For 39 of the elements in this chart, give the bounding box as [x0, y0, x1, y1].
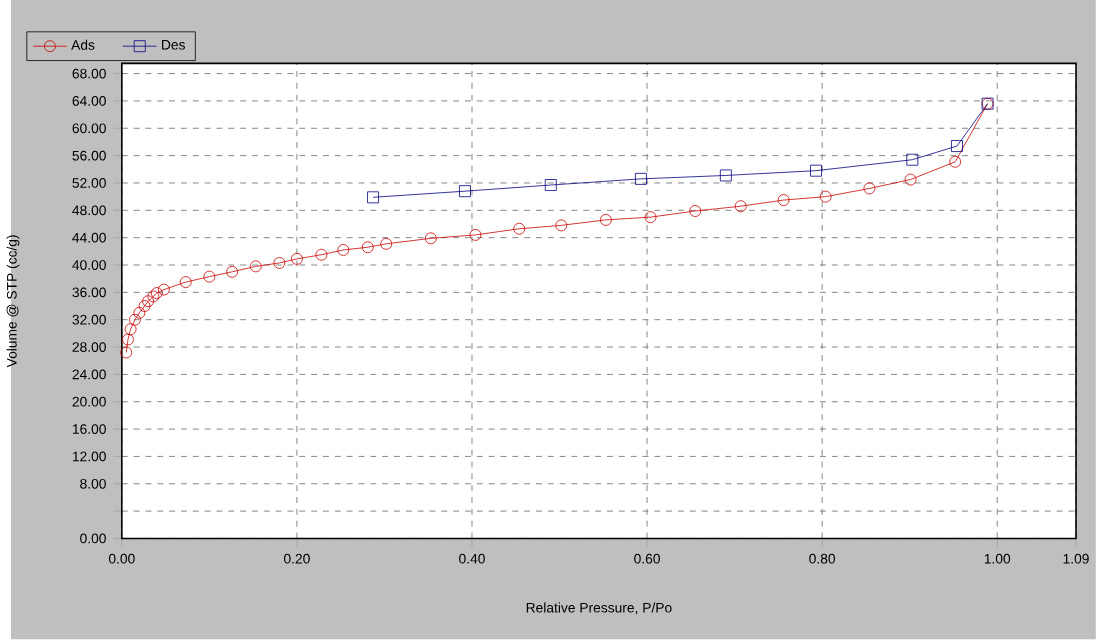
point	[203, 270, 216, 283]
point	[555, 219, 568, 232]
point	[120, 346, 133, 359]
point	[544, 179, 557, 192]
point	[600, 214, 612, 227]
point	[424, 232, 437, 245]
point	[734, 200, 747, 213]
point	[157, 283, 170, 296]
point	[810, 165, 822, 177]
point	[906, 154, 919, 166]
point	[644, 211, 657, 224]
point	[863, 182, 876, 195]
point	[380, 238, 393, 251]
point	[129, 314, 141, 326]
point	[719, 169, 732, 182]
point	[249, 260, 262, 273]
point	[689, 205, 702, 218]
point	[226, 266, 239, 279]
point	[904, 173, 917, 186]
point	[337, 244, 350, 257]
point	[361, 241, 374, 254]
point	[142, 295, 155, 308]
point	[133, 307, 146, 320]
point	[469, 229, 482, 242]
point	[367, 191, 379, 204]
point	[315, 249, 328, 261]
point	[273, 257, 286, 270]
point	[819, 191, 832, 203]
point	[513, 223, 526, 235]
point	[124, 323, 137, 336]
point	[949, 156, 962, 168]
point	[459, 185, 471, 198]
point	[290, 253, 303, 266]
point	[951, 140, 963, 153]
point	[777, 194, 790, 207]
point	[122, 333, 134, 346]
point	[635, 173, 647, 186]
point	[138, 300, 151, 313]
point	[179, 276, 192, 289]
